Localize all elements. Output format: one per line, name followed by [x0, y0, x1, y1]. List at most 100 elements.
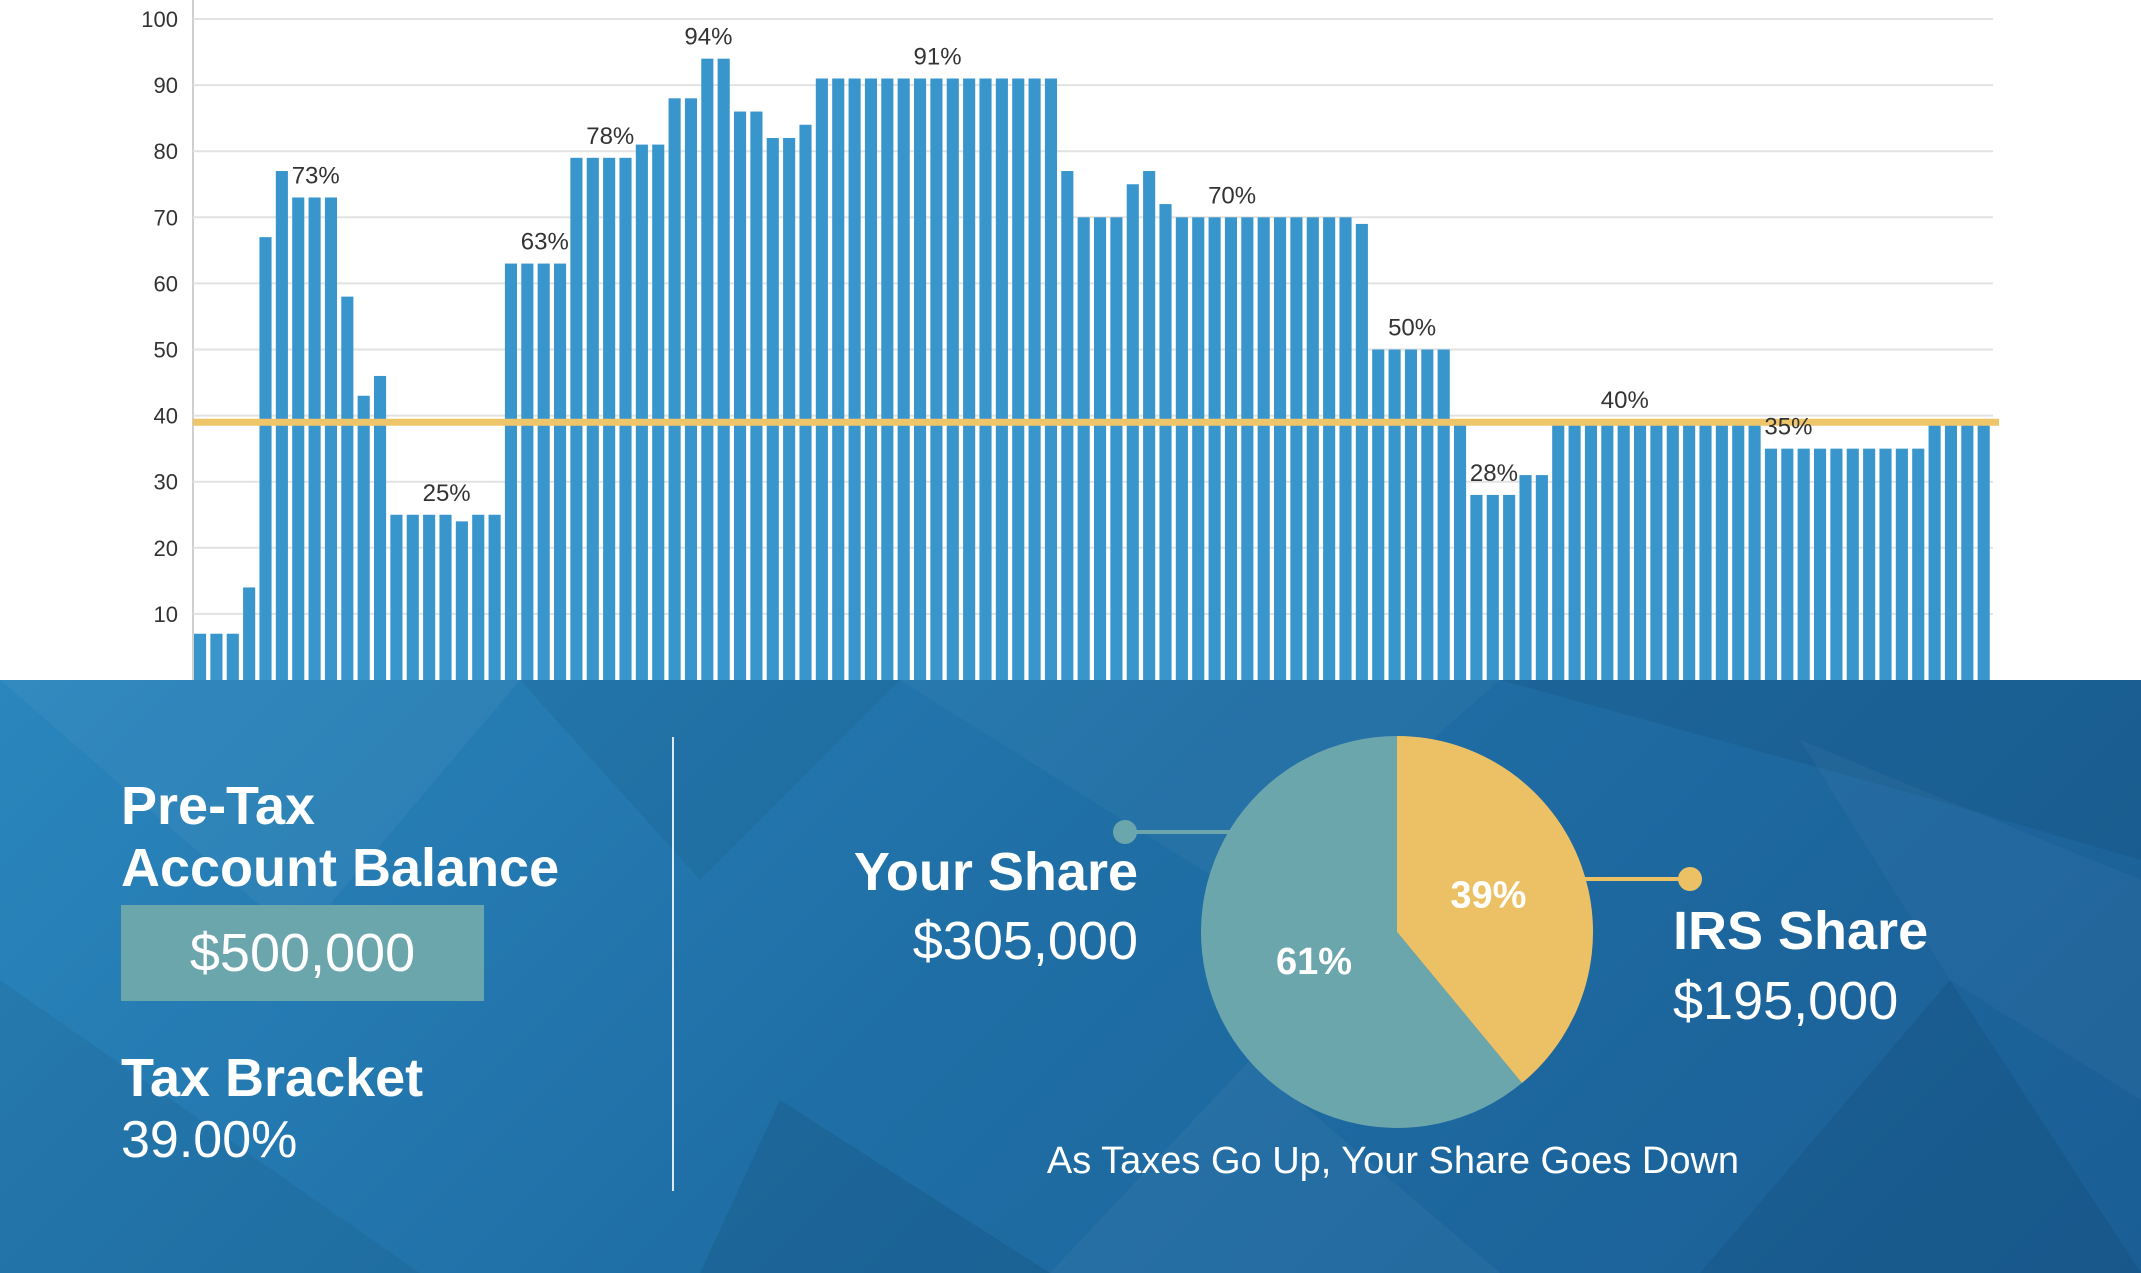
y-tick-label: 20 [154, 536, 178, 561]
bar [472, 514, 485, 680]
bar [341, 296, 354, 680]
bar [1208, 217, 1221, 680]
bar-chart-svg: 10 20 30 40 50 60 70 80 90 100 73% 25% 63% 78% 94% 91% 7… [141, 0, 1999, 680]
tax-bracket-value: 39.00% [121, 1111, 298, 1169]
your-share-value: $305,000 [912, 911, 1138, 971]
bar [1012, 78, 1025, 680]
bar [210, 633, 223, 680]
bar [1863, 448, 1876, 680]
bar [390, 514, 403, 680]
bar [194, 633, 207, 680]
bar [1764, 448, 1778, 680]
bar [635, 144, 648, 680]
bar [1306, 217, 1319, 680]
bar [1421, 349, 1434, 680]
pie-slice-label: 39% [1450, 874, 1526, 916]
bar [1928, 422, 1941, 680]
bar [1224, 217, 1238, 680]
bar [1944, 422, 1958, 680]
bar [1274, 217, 1287, 680]
bar [324, 197, 338, 680]
bar [374, 375, 387, 680]
tax-rate-bar-chart: 10 20 30 40 50 60 70 80 90 100 73% 25% 63% 78% 94% 91% 7… [141, 0, 1999, 680]
irs-share-value: $195,000 [1673, 971, 1899, 1031]
bar [1503, 494, 1516, 680]
bar [1028, 78, 1041, 680]
bar-annotation: 28% [1470, 460, 1518, 487]
bar [684, 98, 698, 680]
y-tick-label: 30 [154, 470, 178, 495]
bar [554, 263, 567, 680]
bar-annotation: 63% [521, 229, 569, 256]
y-tick-label: 50 [154, 338, 178, 363]
bar [1404, 349, 1418, 680]
pretax-line1: Pre-Tax [121, 776, 316, 836]
bar [783, 137, 796, 680]
bar [1044, 78, 1058, 680]
bar [423, 514, 436, 680]
bar [1110, 217, 1123, 680]
bar [799, 124, 812, 680]
bar [1846, 448, 1859, 680]
bar [930, 78, 943, 680]
bar [406, 514, 419, 680]
bar [1388, 349, 1401, 680]
bar [1732, 422, 1745, 680]
vertical-divider [672, 737, 674, 1191]
bar [1535, 475, 1548, 680]
bar [1895, 448, 1908, 680]
bar [1814, 448, 1827, 680]
pretax-title: Pre-Tax Account Balance [121, 775, 559, 899]
bar [243, 587, 256, 680]
y-tick-label: 40 [154, 404, 178, 429]
bar [1486, 494, 1499, 680]
pie-caption: As Taxes Go Up, Your Share Goes Down [1046, 1140, 1740, 1182]
bar [308, 197, 321, 680]
bar [1650, 422, 1663, 680]
bar [848, 78, 861, 680]
y-tick-label: 10 [154, 602, 178, 627]
bar [537, 263, 550, 680]
bar [766, 137, 779, 680]
bar [652, 144, 665, 680]
bar [455, 521, 468, 680]
bar [504, 263, 518, 680]
bar [1159, 204, 1172, 680]
pie-slice-irs [1397, 736, 1593, 1084]
bar [750, 111, 763, 680]
bar-annotation: 35% [1764, 414, 1812, 441]
bar [881, 78, 894, 680]
bar [1552, 422, 1565, 680]
your-share-dot [1113, 820, 1137, 844]
bar [1634, 422, 1647, 680]
bar [701, 58, 714, 680]
y-tick-label: 100 [141, 7, 178, 32]
bar-annotation: 25% [423, 480, 471, 507]
bar [1241, 217, 1254, 680]
bar [717, 58, 730, 680]
bar [1601, 422, 1614, 680]
bar [1257, 217, 1270, 680]
bar [897, 78, 910, 680]
bar [1175, 217, 1188, 680]
bar [1912, 448, 1925, 680]
y-tick-label: 60 [154, 271, 178, 296]
summary-panel: Pre-Tax Account Balance $500,000 Tax Bra… [0, 680, 2141, 1273]
bar [815, 78, 828, 680]
bar [1797, 448, 1810, 680]
bar [734, 111, 747, 680]
bar [1666, 422, 1679, 680]
bar [1961, 422, 1974, 680]
bar [979, 78, 992, 680]
bar [292, 197, 305, 680]
bar [488, 514, 501, 680]
bar [1454, 422, 1467, 680]
bar [1192, 217, 1205, 680]
pie-slice-your [1201, 736, 1522, 1128]
bar [864, 78, 878, 680]
bar [1094, 217, 1107, 680]
y-tick-label: 90 [154, 73, 178, 98]
bar [1781, 448, 1794, 680]
bar [1699, 422, 1712, 680]
bar [1290, 217, 1303, 680]
